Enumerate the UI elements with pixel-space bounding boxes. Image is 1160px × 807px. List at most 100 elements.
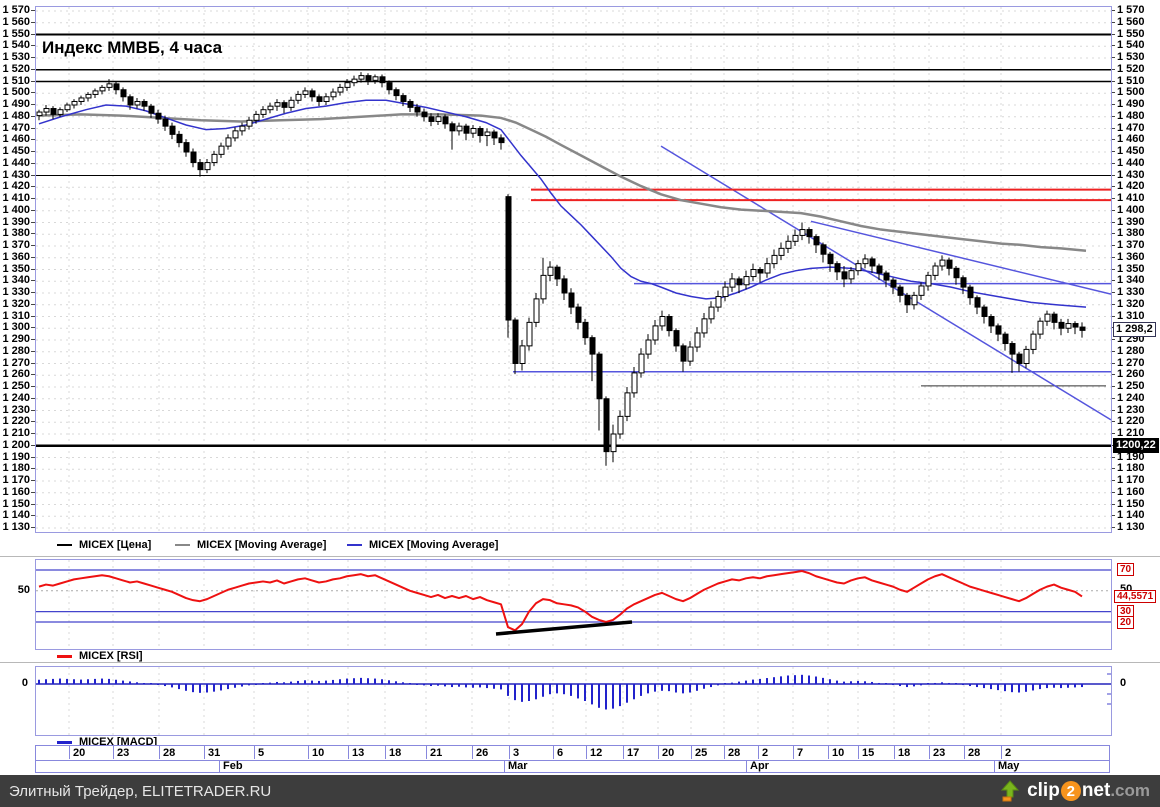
y-axis-label: 1 520 bbox=[1117, 62, 1145, 75]
y-axis-tick bbox=[1111, 33, 1115, 35]
day-tick bbox=[929, 746, 930, 759]
y-axis-tick bbox=[1111, 209, 1115, 211]
y-axis-tick bbox=[1111, 245, 1115, 246]
macd-indicator-pane[interactable] bbox=[35, 666, 1112, 736]
y-axis-tick bbox=[1111, 315, 1115, 317]
y-axis-tick bbox=[1111, 10, 1115, 11]
y-axis-tick bbox=[1111, 174, 1115, 176]
day-tick bbox=[894, 746, 895, 759]
y-axis-label: 1 160 bbox=[1117, 485, 1145, 498]
day-tick bbox=[553, 746, 554, 759]
day-tick bbox=[724, 746, 725, 759]
rsi-line-swatch bbox=[57, 654, 72, 658]
y-axis-label: 1 410 bbox=[1117, 192, 1145, 204]
y-axis-label: 1 550 bbox=[2, 27, 30, 40]
x-axis-day-label: 21 bbox=[430, 747, 443, 759]
y-axis-tick bbox=[1111, 386, 1115, 387]
day-tick bbox=[348, 746, 349, 759]
day-tick bbox=[426, 746, 427, 759]
month-tick bbox=[746, 760, 747, 773]
y-axis-tick bbox=[31, 209, 35, 211]
y-axis-tick bbox=[31, 409, 35, 411]
y-axis-tick bbox=[31, 174, 35, 176]
y-axis-label: 1 160 bbox=[2, 485, 30, 498]
x-axis-day-label: 13 bbox=[352, 747, 365, 759]
day-tick bbox=[509, 746, 510, 759]
y-axis-tick bbox=[1111, 198, 1115, 199]
y-axis-tick bbox=[31, 45, 35, 47]
logo-clip: clip bbox=[1027, 780, 1060, 801]
x-axis-month-label: May bbox=[998, 760, 1020, 772]
y-axis-label: 1 320 bbox=[1117, 297, 1145, 310]
price-chart-pane[interactable] bbox=[35, 6, 1112, 533]
y-axis-tick bbox=[1111, 57, 1115, 58]
y-axis-tick bbox=[1111, 339, 1115, 340]
y-axis-label: 1 380 bbox=[2, 227, 30, 240]
logo-dotcom: .com bbox=[1110, 781, 1150, 800]
x-axis-day-label: 26 bbox=[476, 747, 489, 759]
y-axis-tick bbox=[1111, 303, 1115, 305]
y-axis-label: 1 150 bbox=[2, 497, 30, 510]
x-axis-month-label: Apr bbox=[750, 760, 769, 772]
day-tick bbox=[964, 746, 965, 759]
level-price-tag-1200: 1200,22 bbox=[1113, 438, 1159, 453]
y-axis-label: 1 350 bbox=[1117, 262, 1145, 275]
x-axis-day-label: 20 bbox=[73, 747, 86, 759]
y-axis-label: 1 400 bbox=[1117, 203, 1145, 216]
x-axis-day-label: 28 bbox=[728, 747, 741, 759]
day-tick bbox=[793, 746, 794, 759]
clip2net-logo[interactable]: clip 2 net .com bbox=[999, 780, 1150, 802]
x-axis-day-label: 23 bbox=[933, 747, 946, 759]
rsi-indicator-pane[interactable] bbox=[35, 559, 1112, 650]
y-axis-label: 1 390 bbox=[2, 215, 30, 228]
x-axis-day-label: 28 bbox=[163, 747, 176, 759]
x-axis-day-label: 25 bbox=[695, 747, 708, 759]
macd-line-swatch bbox=[57, 740, 72, 744]
y-axis-label: 1 210 bbox=[2, 427, 30, 439]
y-axis-tick bbox=[1111, 503, 1115, 505]
y-axis-tick bbox=[31, 444, 35, 446]
y-axis-label: 1 370 bbox=[1117, 239, 1145, 251]
x-axis-day-label: 23 bbox=[117, 747, 130, 759]
y-axis-tick bbox=[31, 256, 35, 258]
y-axis-tick bbox=[31, 397, 35, 399]
y-axis-label: 1 490 bbox=[2, 98, 30, 110]
y-axis-label: 1 180 bbox=[1117, 462, 1145, 475]
y-axis-label: 1 200 bbox=[2, 438, 30, 451]
legend-item-rsi: MICEX [RSI] bbox=[57, 650, 143, 662]
rsi-current-value-tag: 44,5571 bbox=[1114, 590, 1157, 603]
price-line-swatch bbox=[57, 544, 72, 546]
day-tick bbox=[308, 746, 309, 759]
x-axis-day-label: 2 bbox=[1005, 747, 1012, 759]
y-axis-tick bbox=[1111, 468, 1115, 470]
y-axis-tick bbox=[31, 104, 35, 105]
price-legend: MICEX [Цена] MICEX [Moving Average] MICE… bbox=[35, 539, 1110, 553]
y-axis-tick bbox=[31, 433, 35, 434]
time-axis: 20 23 28 31 5 10 13 18 21 26 3 6 12 17 20 25 28 2 7 10 15 18 2… bbox=[35, 745, 1110, 773]
y-axis-tick bbox=[31, 115, 35, 117]
y-axis-label: 1 450 bbox=[1117, 145, 1145, 157]
y-axis-label: 1 530 bbox=[2, 51, 30, 63]
rsi-divergence-trendline bbox=[495, 620, 633, 636]
legend-label: MICEX [Цена] bbox=[79, 539, 152, 551]
y-axis-label: 1 530 bbox=[1117, 51, 1145, 63]
level-lines-layer bbox=[36, 33, 1111, 447]
y-axis-tick bbox=[31, 292, 35, 293]
y-axis-label: 1 280 bbox=[2, 344, 30, 357]
y-axis-label: 1 440 bbox=[2, 156, 30, 169]
y-axis-tick bbox=[31, 327, 35, 329]
y-axis-label: 1 240 bbox=[2, 391, 30, 404]
y-axis-tick bbox=[1111, 104, 1115, 105]
y-axis-tick bbox=[1111, 221, 1115, 223]
y-axis-tick bbox=[31, 339, 35, 340]
day-tick bbox=[758, 746, 759, 759]
y-axis-tick bbox=[31, 315, 35, 317]
y-axis-label: 1 540 bbox=[1117, 39, 1145, 52]
y-axis-tick bbox=[1111, 45, 1115, 47]
x-axis-month-label: Feb bbox=[223, 760, 243, 772]
y-axis-label: 1 140 bbox=[1117, 509, 1145, 522]
ma-fast-swatch bbox=[347, 544, 362, 546]
y-axis-tick bbox=[31, 57, 35, 58]
y-axis-tick bbox=[31, 162, 35, 164]
